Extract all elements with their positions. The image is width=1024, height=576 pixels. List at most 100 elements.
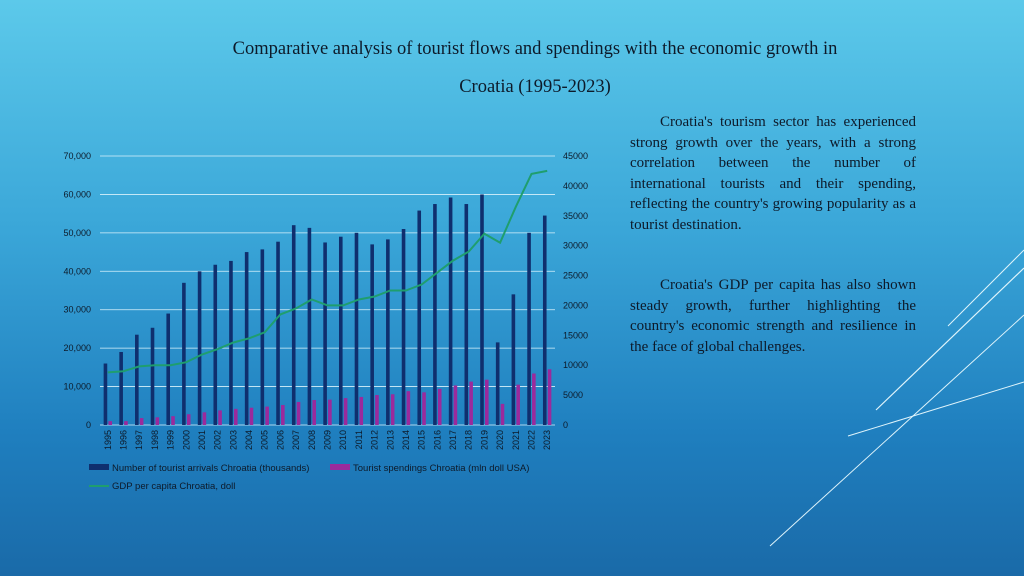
spendings-bar — [296, 401, 301, 425]
legend-label-arrivals: Number of tourist arrivals Chroatia (tho… — [112, 463, 309, 474]
spendings-bar — [155, 417, 160, 425]
spendings-bar — [359, 396, 364, 425]
arrivals-bar — [433, 204, 437, 425]
x-axis-tick-label: 1995 — [103, 430, 113, 450]
spendings-bar — [422, 392, 426, 425]
x-axis-tick-label: 2016 — [432, 430, 442, 450]
legend-label-gdp: GDP per capita Chroatia, doll — [112, 481, 235, 492]
x-axis-tick-label: 2008 — [307, 430, 317, 450]
x-axis-tick-label: 2015 — [417, 430, 427, 450]
arrivals-bar — [386, 239, 390, 425]
x-axis-tick-label: 2007 — [291, 430, 301, 450]
description-paragraph-tourism: Croatia's tourism sector has experienced… — [630, 114, 916, 233]
spendings-bar — [343, 398, 348, 425]
x-axis-tick-label: 1996 — [119, 430, 129, 450]
right-axis-tick-label: 15000 — [563, 330, 588, 340]
x-axis-tick-label: 1999 — [166, 430, 176, 450]
left-axis-tick-label: 60,000 — [63, 189, 91, 199]
spendings-bar — [328, 399, 332, 425]
spendings-bar — [484, 379, 489, 425]
right-axis-tick-label: 35000 — [563, 211, 588, 221]
arrivals-bar — [291, 225, 296, 425]
arrivals-bar — [338, 236, 343, 425]
arrivals-bar — [464, 204, 469, 425]
x-axis-tick-label: 2012 — [370, 430, 380, 450]
arrivals-bar — [495, 342, 500, 425]
arrivals-bar — [448, 197, 453, 425]
arrivals-bar — [119, 351, 123, 425]
spendings-bar — [437, 388, 442, 425]
x-axis-tick-label: 2017 — [448, 430, 458, 450]
spendings-bar — [375, 395, 379, 425]
spendings-bar — [516, 384, 520, 425]
legend-swatch-arrivals — [89, 464, 109, 470]
arrivals-bar — [323, 242, 327, 425]
arrivals-bar — [135, 334, 139, 425]
x-axis-tick-label: 2014 — [401, 430, 411, 450]
arrivals-bar — [276, 241, 280, 425]
spendings-bar — [312, 400, 317, 425]
right-axis-tick-label: 25000 — [563, 271, 588, 281]
legend-label-spendings: Tourist spendings Chroatia (mln doll USA… — [353, 463, 529, 474]
x-axis-tick-label: 2010 — [338, 430, 348, 450]
right-axis-tick-label: 20000 — [563, 300, 588, 310]
x-axis-tick-label: 2000 — [181, 430, 191, 450]
spendings-bar — [171, 416, 175, 425]
arrivals-bar — [354, 232, 359, 425]
slide-title-line-1: Comparative analysis of tourist flows an… — [232, 39, 838, 59]
arrivals-bar — [542, 215, 547, 425]
left-axis-tick-label: 10,000 — [63, 382, 91, 392]
x-axis-tick-label: 2004 — [244, 430, 254, 450]
arrivals-bar — [401, 229, 406, 425]
right-axis-tick-label: 40000 — [563, 181, 588, 191]
left-axis-tick-label: 40,000 — [63, 266, 91, 276]
slide-title-line-2: Croatia (1995-2023) — [459, 77, 611, 97]
spendings-bar — [124, 421, 128, 425]
x-axis-tick-label: 2021 — [511, 430, 521, 450]
spendings-bar — [139, 418, 144, 425]
arrivals-bar — [166, 313, 171, 425]
slide-title: Comparative analysis of tourist flows an… — [150, 30, 920, 106]
right-axis-tick-label: 45000 — [563, 151, 588, 161]
arrivals-bar — [150, 327, 155, 425]
arrivals-bar — [307, 227, 312, 425]
arrivals-bar — [480, 194, 484, 425]
legend-swatch-spendings — [330, 464, 350, 470]
x-axis-tick-label: 2006 — [275, 430, 285, 450]
left-axis-tick-label: 50,000 — [63, 228, 91, 238]
left-axis-tick-label: 20,000 — [63, 343, 91, 353]
right-axis-tick-label: 30000 — [563, 241, 588, 251]
x-axis-tick-label: 2019 — [479, 430, 489, 450]
left-axis-tick-label: 30,000 — [63, 305, 91, 315]
arrivals-bar — [370, 244, 374, 425]
x-axis-tick-label: 1998 — [150, 430, 160, 450]
arrivals-bar — [182, 282, 186, 425]
right-axis-tick-label: 5000 — [563, 390, 583, 400]
spendings-bar — [532, 373, 536, 425]
spendings-bar — [500, 403, 505, 425]
spendings-bar — [218, 410, 222, 425]
spendings-bar — [186, 414, 191, 425]
x-axis-tick-label: 2013 — [385, 430, 395, 450]
spendings-bar — [281, 405, 285, 425]
x-axis-tick-label: 2011 — [354, 430, 364, 449]
right-axis-tick-label: 0 — [563, 420, 568, 430]
left-axis-tick-label: 70,000 — [63, 151, 91, 161]
spendings-bar — [202, 412, 207, 425]
x-axis-tick-label: 2003 — [228, 430, 238, 450]
spendings-bar — [547, 369, 552, 425]
right-axis-tick-label: 10000 — [563, 360, 588, 370]
arrivals-bar — [103, 363, 108, 425]
spendings-bar — [265, 406, 269, 425]
spendings-bar — [233, 408, 238, 425]
spendings-bar — [108, 421, 113, 425]
arrivals-bar — [527, 232, 531, 425]
x-axis-tick-label: 1997 — [134, 430, 144, 450]
spendings-bar — [406, 391, 411, 425]
x-axis-tick-label: 2022 — [526, 430, 536, 450]
spendings-bar — [390, 394, 395, 425]
gdp-line — [107, 169, 548, 374]
arrivals-bar — [417, 210, 422, 425]
left-axis-tick-label: 0 — [86, 420, 91, 430]
